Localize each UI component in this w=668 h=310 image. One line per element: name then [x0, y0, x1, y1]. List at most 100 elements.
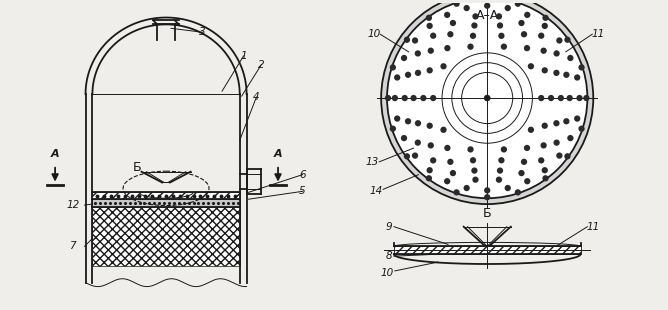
Text: 10: 10 — [367, 29, 381, 39]
Ellipse shape — [538, 33, 544, 39]
Ellipse shape — [542, 23, 548, 29]
Text: А: А — [51, 149, 59, 159]
Ellipse shape — [578, 126, 584, 132]
Ellipse shape — [548, 95, 554, 101]
Polygon shape — [92, 199, 240, 207]
Text: 2: 2 — [258, 60, 265, 70]
Ellipse shape — [564, 37, 570, 43]
Ellipse shape — [444, 178, 450, 184]
Ellipse shape — [404, 37, 410, 43]
Ellipse shape — [472, 177, 478, 183]
Ellipse shape — [389, 64, 396, 71]
Ellipse shape — [484, 0, 490, 2]
Ellipse shape — [484, 2, 490, 9]
Ellipse shape — [497, 22, 503, 29]
Ellipse shape — [471, 22, 478, 29]
Text: 10: 10 — [380, 268, 393, 278]
Ellipse shape — [496, 13, 502, 20]
Ellipse shape — [430, 33, 436, 39]
Ellipse shape — [430, 95, 436, 101]
Ellipse shape — [381, 0, 593, 204]
Ellipse shape — [450, 20, 456, 26]
Ellipse shape — [518, 170, 524, 176]
Ellipse shape — [558, 95, 564, 101]
Ellipse shape — [524, 178, 530, 184]
Ellipse shape — [415, 120, 421, 126]
Ellipse shape — [524, 145, 530, 151]
Ellipse shape — [563, 118, 570, 124]
Ellipse shape — [542, 167, 548, 173]
Ellipse shape — [563, 72, 570, 78]
Ellipse shape — [504, 185, 511, 191]
Ellipse shape — [412, 37, 418, 44]
Ellipse shape — [468, 43, 474, 50]
Ellipse shape — [498, 157, 504, 163]
Ellipse shape — [415, 70, 421, 76]
Ellipse shape — [497, 167, 503, 174]
Ellipse shape — [440, 127, 447, 133]
Text: 13: 13 — [365, 157, 379, 167]
Ellipse shape — [528, 127, 534, 133]
Ellipse shape — [496, 177, 502, 183]
Ellipse shape — [528, 63, 534, 69]
Ellipse shape — [540, 142, 547, 148]
Text: 11: 11 — [587, 222, 600, 232]
Ellipse shape — [426, 175, 432, 181]
Ellipse shape — [412, 153, 418, 159]
Ellipse shape — [464, 5, 470, 11]
Ellipse shape — [564, 153, 570, 159]
Ellipse shape — [448, 159, 454, 165]
Ellipse shape — [578, 64, 584, 71]
Ellipse shape — [501, 43, 507, 50]
Ellipse shape — [404, 153, 410, 159]
Text: 12: 12 — [66, 200, 79, 210]
Ellipse shape — [518, 20, 524, 26]
Ellipse shape — [444, 145, 450, 151]
Ellipse shape — [401, 135, 407, 141]
Ellipse shape — [538, 157, 544, 164]
Text: 6: 6 — [299, 170, 306, 179]
Ellipse shape — [444, 45, 450, 51]
Ellipse shape — [426, 15, 432, 21]
Ellipse shape — [484, 95, 490, 101]
Text: Б: Б — [132, 161, 141, 174]
Ellipse shape — [472, 13, 478, 20]
Ellipse shape — [470, 33, 476, 39]
Text: 4: 4 — [253, 92, 260, 102]
Ellipse shape — [538, 95, 544, 101]
Ellipse shape — [515, 189, 521, 196]
Ellipse shape — [427, 67, 433, 73]
Ellipse shape — [567, 135, 574, 141]
Ellipse shape — [464, 185, 470, 191]
Ellipse shape — [524, 45, 530, 51]
Ellipse shape — [553, 120, 560, 126]
Ellipse shape — [427, 122, 433, 129]
Ellipse shape — [454, 189, 460, 196]
Polygon shape — [92, 192, 240, 199]
Ellipse shape — [542, 67, 548, 73]
Ellipse shape — [430, 157, 436, 164]
Ellipse shape — [501, 146, 507, 153]
Ellipse shape — [420, 95, 426, 101]
Text: 14: 14 — [369, 186, 383, 196]
Ellipse shape — [498, 33, 504, 39]
Ellipse shape — [574, 115, 580, 122]
Ellipse shape — [484, 194, 490, 200]
Ellipse shape — [394, 115, 400, 122]
Ellipse shape — [415, 50, 421, 57]
Text: 9: 9 — [385, 222, 392, 232]
Ellipse shape — [387, 0, 587, 198]
Polygon shape — [92, 207, 240, 266]
Ellipse shape — [566, 95, 573, 101]
Ellipse shape — [540, 47, 547, 54]
Ellipse shape — [504, 5, 511, 11]
Ellipse shape — [576, 95, 582, 101]
Ellipse shape — [426, 167, 433, 173]
Ellipse shape — [524, 12, 530, 18]
Ellipse shape — [428, 47, 434, 54]
Ellipse shape — [450, 170, 456, 176]
Ellipse shape — [394, 74, 400, 81]
Ellipse shape — [389, 126, 396, 132]
Ellipse shape — [554, 50, 560, 57]
Ellipse shape — [444, 12, 450, 18]
